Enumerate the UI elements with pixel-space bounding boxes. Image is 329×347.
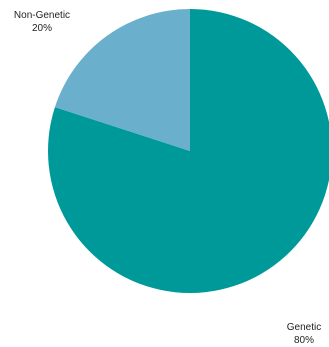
slice-label-genetic: Genetic 80% [274, 321, 329, 347]
slice-percent-genetic: 80% [293, 335, 314, 346]
pie-slice-genetic [48, 9, 329, 293]
slice-name-genetic: Genetic [286, 322, 322, 333]
slice-label-non-genetic: Non-Genetic 20% [0, 9, 84, 35]
slice-name-non-genetic: Non-Genetic [13, 10, 71, 21]
pie-slice-non-genetic [54, 9, 191, 151]
slice-percent-non-genetic: 20% [31, 23, 52, 34]
